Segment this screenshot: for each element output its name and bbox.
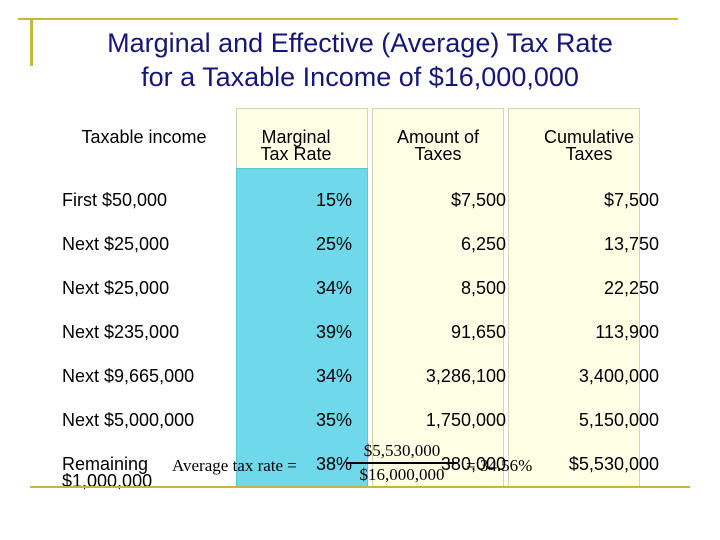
row-rate: 15% — [315, 190, 352, 210]
title-line-2: for a Taxable Income of $16,000,000 — [141, 62, 579, 92]
page-title: Marginal and Effective (Average) Tax Rat… — [40, 26, 680, 94]
row-rate: 39% — [315, 322, 352, 342]
last-row-label-line-2: $1,000,000 — [62, 471, 153, 491]
header-amount-line-2: Taxes — [414, 144, 462, 164]
row-cumulative: 22,250 — [603, 278, 659, 298]
row-cumulative: $7,500 — [603, 190, 659, 210]
last-row-amount: 380,000 — [440, 454, 506, 474]
formula-numerator: $5,530,000 — [363, 441, 441, 460]
average-tax-rate-formula: Average tax rate = $5,530,000 $16,000,00… — [172, 441, 552, 485]
row-label: Next $9,665,000 — [62, 366, 195, 386]
last-row-cumulative: $5,530,000 — [568, 454, 659, 474]
row-label: First $50,000 — [62, 190, 168, 210]
last-row-label-line-1: Remaining — [62, 454, 149, 474]
formula-result: = 34.56% — [466, 456, 533, 475]
decor-line-bottom — [30, 486, 690, 488]
header-cumulative-line-1: Cumulative — [543, 127, 635, 147]
header-amount: Amount of Taxes — [372, 127, 504, 164]
rate-highlight — [236, 168, 368, 488]
row-amount: 8,500 — [460, 278, 506, 298]
header-rate-line-1: Marginal — [261, 127, 331, 147]
header-rate-line-2: Tax Rate — [260, 144, 332, 164]
row-amount: $7,500 — [450, 190, 506, 210]
row-cumulative: 3,400,000 — [578, 366, 659, 386]
row-cumulative: 113,900 — [595, 322, 659, 342]
row-rate: 35% — [315, 410, 352, 430]
last-row-label: Remaining $1,000,000 — [62, 454, 153, 491]
amount-column-panel — [372, 108, 504, 488]
header-amount-line-1: Amount of — [396, 127, 480, 147]
row-rate: 25% — [315, 234, 352, 254]
row-amount: 1,750,000 — [425, 410, 506, 430]
header-cumulative: Cumulative Taxes — [520, 127, 658, 164]
row-rate: 34% — [315, 278, 352, 298]
formula-denominator: $16,000,000 — [359, 465, 445, 484]
header-cumulative-line-2: Taxes — [565, 144, 613, 164]
decor-line-left — [30, 18, 33, 66]
row-rate: 34% — [315, 366, 352, 386]
last-row-rate: 38% — [315, 454, 352, 474]
header-marginal-rate: Marginal Tax Rate — [236, 127, 356, 164]
decor-line-top — [18, 18, 678, 20]
row-label: Next $25,000 — [62, 278, 170, 298]
formula-lead: Average tax rate = — [172, 456, 297, 475]
title-line-1: Marginal and Effective (Average) Tax Rat… — [107, 28, 613, 58]
row-label: Next $25,000 — [62, 234, 170, 254]
row-cumulative: 13,750 — [603, 234, 659, 254]
header-taxable-income: Taxable income — [81, 127, 207, 147]
row-cumulative: 5,150,000 — [578, 410, 659, 430]
cumulative-column-panel — [508, 108, 640, 488]
formula-fraction-bar — [346, 462, 458, 464]
row-amount: 91,650 — [450, 322, 506, 342]
row-label: Next $5,000,000 — [62, 410, 195, 430]
row-amount: 6,250 — [460, 234, 506, 254]
row-label: Next $235,000 — [62, 322, 180, 342]
row-amount: 3,286,100 — [425, 366, 506, 386]
